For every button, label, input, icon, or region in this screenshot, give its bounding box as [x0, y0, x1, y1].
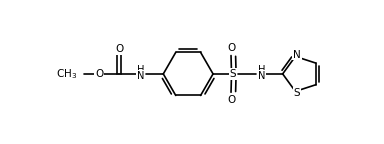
Text: H: H	[137, 65, 144, 75]
Text: O: O	[227, 95, 235, 105]
Text: N: N	[293, 50, 301, 59]
Text: O: O	[115, 44, 123, 54]
Text: N: N	[258, 71, 265, 81]
Text: O: O	[95, 69, 104, 79]
Text: S: S	[294, 88, 300, 98]
Text: N: N	[137, 71, 144, 81]
Text: H: H	[258, 65, 265, 75]
Text: S: S	[230, 69, 236, 79]
Text: O: O	[227, 43, 235, 53]
Text: CH$_3$: CH$_3$	[56, 67, 78, 81]
